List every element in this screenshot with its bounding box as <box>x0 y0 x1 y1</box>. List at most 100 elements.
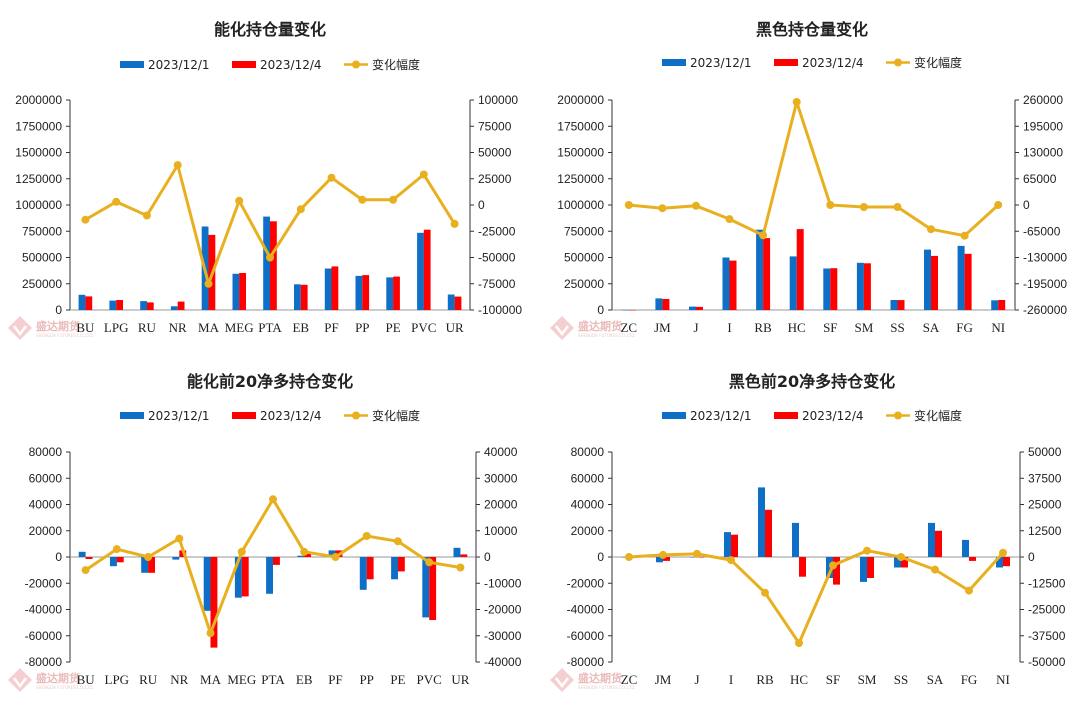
bar-2023-12-1-ni <box>991 300 999 310</box>
bar-2023-12-1-jm <box>655 298 663 310</box>
x-tick-label: EB <box>292 320 309 335</box>
change-point-pf <box>327 173 336 182</box>
bar-2023-12-1-bu <box>78 294 86 310</box>
y-left-tick-label: -80000 <box>567 655 605 669</box>
bar-2023-12-4-ma <box>210 557 218 648</box>
y-left-tick-label: 0 <box>55 303 62 317</box>
bar-2023-12-4-lpg <box>116 557 124 563</box>
change-point-zc <box>624 201 633 209</box>
bar-2023-12-4-ru <box>146 302 154 310</box>
change-point-eb <box>300 547 309 556</box>
legend-swatch-1 <box>662 59 686 66</box>
x-tick-label: SA <box>923 320 940 335</box>
bar-2023-12-1-meg <box>232 273 240 310</box>
watermark-brand-sub: SHENGDA FUTURES CO.,LTD. <box>36 685 94 690</box>
x-tick-label: PF <box>324 320 338 335</box>
x-tick-label: RU <box>139 672 158 687</box>
watermark-brand-name: 盛达期货 <box>578 671 622 685</box>
legend-label-2: 2023/12/4 <box>802 409 864 423</box>
y-left-tick-label: 1250000 <box>557 172 604 186</box>
bar-2023-12-4-ur <box>460 554 468 557</box>
bar-2023-12-1-sm <box>860 557 867 582</box>
y-left-tick-label: 2000000 <box>15 93 62 107</box>
bar-2023-12-1-lpg <box>110 557 117 567</box>
y-right-tick-label: 195000 <box>1023 119 1063 133</box>
legend-swatch-2 <box>774 412 798 419</box>
legend-swatch-1 <box>120 412 144 419</box>
x-tick-label: PVC <box>417 672 442 687</box>
y-left-tick-label: -40000 <box>567 603 605 617</box>
legend-swatch-1 <box>662 412 686 419</box>
change-point-pe <box>389 195 398 204</box>
y-right-tick-label: 100000 <box>478 93 518 107</box>
watermark-brand-sub: SHENGDA FUTURES CO.,LTD. <box>578 333 636 338</box>
bar-2023-12-4-sa <box>931 255 938 310</box>
legend-label-3: 变化幅度 <box>914 55 962 70</box>
y-left-tick-label: -60000 <box>25 629 63 643</box>
bar-2023-12-4-ni <box>998 300 1006 310</box>
legend-label-2: 2023/12/4 <box>802 56 864 70</box>
bar-2023-12-4-sf <box>833 557 840 585</box>
y-right-tick-label: -100000 <box>478 303 522 317</box>
bar-2023-12-4-j <box>697 557 704 558</box>
bar-2023-12-1-pvc <box>417 232 424 310</box>
bar-2023-12-1-pta <box>263 216 270 310</box>
x-tick-label: RU <box>138 320 157 335</box>
bar-2023-12-4-ss <box>901 557 908 568</box>
x-tick-label: PVC <box>411 320 436 335</box>
y-left-tick-label: -80000 <box>25 655 63 669</box>
change-point-nr <box>175 534 184 543</box>
change-point-sa <box>931 565 939 574</box>
x-tick-label: MEG <box>227 672 256 687</box>
y-right-tick-label: -50000 <box>1028 655 1066 669</box>
y-right-tick-label: -37500 <box>1028 629 1066 643</box>
x-tick-label: NR <box>169 320 187 335</box>
y-left-tick-label: 500000 <box>564 251 604 265</box>
legend-label-1: 2023/12/1 <box>148 58 210 72</box>
change-point-i <box>725 215 734 224</box>
watermark-brand-name: 盛达期货 <box>36 671 80 685</box>
y-right-tick-label: -40000 <box>484 655 522 669</box>
x-tick-label: SS <box>894 672 908 687</box>
x-tick-label: FG <box>961 672 978 687</box>
y-right-tick-label: 75000 <box>478 119 512 133</box>
bar-2023-12-4-ss <box>897 300 905 310</box>
x-tick-label: MA <box>200 672 222 687</box>
x-tick-label: PTA <box>258 320 282 335</box>
change-point-ru <box>144 553 153 561</box>
chart-panel-3: 能化前20净多持仓变化 2023/12/1 2023/12/4 变化幅度 -80000 -… <box>8 372 522 692</box>
bar-2023-12-4-ur <box>454 296 462 310</box>
bar-2023-12-1-pe <box>391 557 398 580</box>
legend-label-1: 2023/12/1 <box>690 56 752 70</box>
x-tick-label: JM <box>655 672 672 687</box>
bar-2023-12-4-pta <box>273 557 280 565</box>
change-point-ma <box>206 629 215 638</box>
legend-label-3: 变化幅度 <box>372 408 420 423</box>
x-tick-label: JM <box>654 320 671 335</box>
y-left-tick-label: 0 <box>55 550 62 564</box>
bar-2023-12-4-i <box>729 260 737 310</box>
bar-2023-12-1-ur <box>453 547 461 557</box>
change-point-jm <box>658 204 667 213</box>
x-tick-label: HC <box>788 320 806 335</box>
y-left-tick-label: 2000000 <box>557 93 604 107</box>
change-point-ni <box>994 201 1003 209</box>
bar-2023-12-4-sm <box>867 557 874 578</box>
change-point-pf <box>331 553 340 561</box>
y-right-tick-label: 30000 <box>484 471 518 485</box>
bar-2023-12-1-bu <box>78 551 86 558</box>
y-right-tick-label: -65000 <box>1023 224 1061 238</box>
change-point-meg <box>237 547 246 556</box>
bar-2023-12-4-bu <box>85 557 93 559</box>
bar-2023-12-1-pp <box>359 557 367 590</box>
bar-2023-12-4-pp <box>362 275 370 310</box>
logo-inner-icon <box>13 677 27 689</box>
change-point-pp <box>358 195 367 204</box>
bar-2023-12-1-eb <box>294 284 301 310</box>
legend-label-2: 2023/12/4 <box>260 58 322 72</box>
y-right-tick-label: 0 <box>1028 550 1035 564</box>
bar-2023-12-4-pe <box>393 276 400 310</box>
bar-2023-12-4-fg <box>969 557 976 561</box>
